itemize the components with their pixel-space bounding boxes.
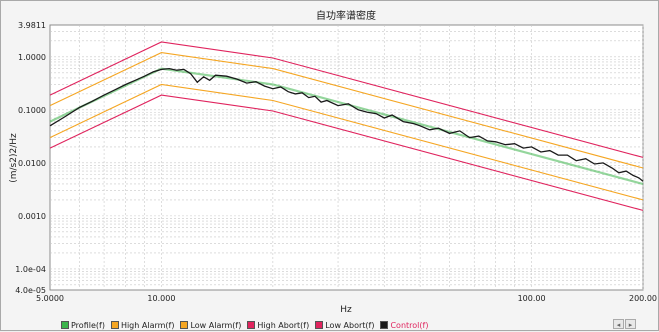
legend-label: Low Alarm(f): [190, 320, 242, 330]
x-tick-labels: 5.0000 10.000 100.00 200.00: [36, 294, 657, 303]
series-layer: [49, 41, 644, 211]
y-axis-label: (m/s2)2/Hz: [9, 133, 19, 183]
legend-item[interactable]: High Abort(f): [247, 321, 309, 330]
series-line-control-f: [49, 67, 644, 182]
y-tick-label: 0.0100: [18, 159, 46, 168]
legend-checkbox[interactable]: [110, 321, 119, 329]
series-line-profile-f: [49, 67, 644, 186]
y-tick-label: 0.1000: [18, 106, 46, 115]
legend-label: Low Abort(f): [325, 320, 375, 330]
legend-checkbox[interactable]: [380, 321, 389, 329]
grid: [50, 25, 644, 290]
legend: Profile(f) High Alarm(f) Low Alarm(f) High …: [61, 319, 428, 331]
chart-title: 自功率谱密度: [316, 9, 376, 22]
x-tick-label: 5.0000: [36, 294, 64, 303]
legend-item[interactable]: High Alarm(f): [110, 320, 175, 330]
legend-checkbox[interactable]: [180, 321, 189, 329]
legend-checkbox[interactable]: [61, 321, 69, 329]
legend-label: Control(f): [390, 320, 429, 330]
scroll-right-button[interactable]: ▸: [625, 319, 636, 329]
y-tick-label: 4.0e-05: [15, 286, 46, 295]
series-line-high-abort-f: [49, 41, 644, 158]
legend-item[interactable]: Low Abort(f): [315, 321, 374, 330]
x-axis-label: Hz: [340, 305, 352, 315]
y-tick-label: 0.0010: [18, 212, 46, 221]
legend-item[interactable]: Profile(f): [61, 321, 105, 330]
x-tick-label: 200.00: [629, 294, 657, 303]
legend-checkbox[interactable]: [315, 321, 324, 329]
y-tick-label: 3.9811: [18, 21, 46, 30]
legend-scroll-controls: ◂ ▸: [613, 319, 636, 329]
legend-label: High Abort(f): [257, 320, 310, 330]
x-tick-label: 100.00: [518, 294, 546, 303]
legend-item[interactable]: Control(f): [380, 321, 428, 330]
scroll-left-button[interactable]: ◂: [613, 319, 624, 329]
legend-label: Profile(f): [71, 320, 105, 330]
x-tick-label: 10.000: [147, 294, 175, 303]
y-tick-label: 1.0000: [18, 53, 46, 62]
y-tick-label: 1.0e-04: [15, 265, 46, 274]
legend-checkbox[interactable]: [247, 321, 256, 329]
legend-item[interactable]: Low Alarm(f): [180, 321, 241, 330]
series-line-high-alarm-f: [49, 52, 644, 169]
legend-label: High Alarm(f): [120, 320, 175, 330]
y-tick-labels: 3.9811 1.0000 0.1000 0.0100 0.0010 1.0e-04 4.0…: [15, 21, 46, 295]
series-line-low-abort-f: [49, 94, 644, 211]
series-line-low-alarm-f: [49, 83, 644, 201]
